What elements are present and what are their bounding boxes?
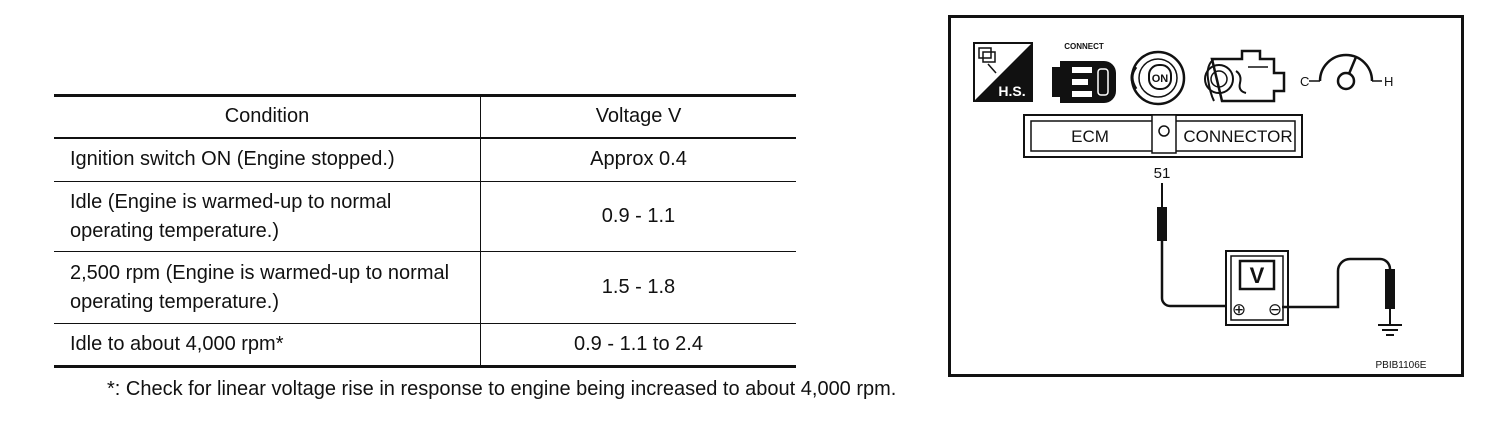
voltage-cell: 0.9 - 1.1 bbox=[480, 181, 796, 252]
hs-icon: H.S. bbox=[973, 42, 1033, 102]
table-row: 2,500 rpm (Engine is warmed-up to normal… bbox=[54, 251, 796, 324]
voltmeter-label: V bbox=[1250, 263, 1265, 288]
positive-probe bbox=[1157, 183, 1232, 308]
hs-label: H.S. bbox=[998, 83, 1025, 99]
voltmeter: V ⊕ ⊖ bbox=[1225, 250, 1289, 326]
table-row: Idle (Engine is warmed-up to normal oper… bbox=[54, 181, 796, 252]
voltage-cell: 0.9 - 1.1 to 2.4 bbox=[480, 323, 796, 367]
temp-cold-label: C bbox=[1300, 74, 1309, 89]
footnote: *: Check for linear voltage rise in resp… bbox=[107, 378, 897, 400]
temp-hot-label: H bbox=[1384, 74, 1393, 89]
ignition-on-icon: ON bbox=[1130, 50, 1186, 106]
negative-probe bbox=[1282, 257, 1395, 325]
voltage-cell: Approx 0.4 bbox=[480, 137, 796, 182]
negative-terminal: ⊖ bbox=[1268, 300, 1282, 319]
ground-icon bbox=[1378, 324, 1402, 336]
connect-label: CONNECT bbox=[1064, 42, 1104, 51]
condition-cell: Ignition switch ON (Engine stopped.) bbox=[70, 148, 395, 171]
connect-icon: CONNECT bbox=[1052, 42, 1116, 103]
voltage-header: Voltage V bbox=[480, 95, 796, 138]
positive-terminal: ⊕ bbox=[1232, 300, 1246, 319]
table-row: Idle to about 4,000 rpm* 0.9 - 1.1 to 2.… bbox=[54, 323, 796, 367]
wiring-diagram: H.S. CONNECT ON C H bbox=[948, 15, 1464, 377]
engine-icon bbox=[1204, 49, 1286, 103]
ecm-label: ECM bbox=[1071, 127, 1109, 146]
voltage-cell: 1.5 - 1.8 bbox=[480, 251, 796, 324]
voltage-spec-table: Condition Voltage V Ignition switch ON (… bbox=[54, 94, 796, 368]
terminal-number: 51 bbox=[1154, 165, 1171, 182]
table-header-row: Condition Voltage V bbox=[54, 95, 796, 138]
condition-cell: 2,500 rpm (Engine is warmed-up to normal… bbox=[70, 261, 450, 313]
figure-code: PBIB1106E bbox=[1376, 360, 1427, 371]
condition-cell: Idle to about 4,000 rpm* bbox=[70, 333, 284, 355]
ecm-connector: ECM CONNECTOR bbox=[1023, 114, 1303, 158]
condition-header: Condition bbox=[224, 105, 310, 128]
temperature-gauge-icon: C H bbox=[1300, 53, 1393, 91]
ignition-on-label: ON bbox=[1152, 73, 1169, 85]
table-row: Ignition switch ON (Engine stopped.) App… bbox=[54, 137, 796, 182]
condition-cell: Idle (Engine is warmed-up to normal oper… bbox=[70, 190, 392, 242]
connector-label: CONNECTOR bbox=[1183, 127, 1292, 146]
